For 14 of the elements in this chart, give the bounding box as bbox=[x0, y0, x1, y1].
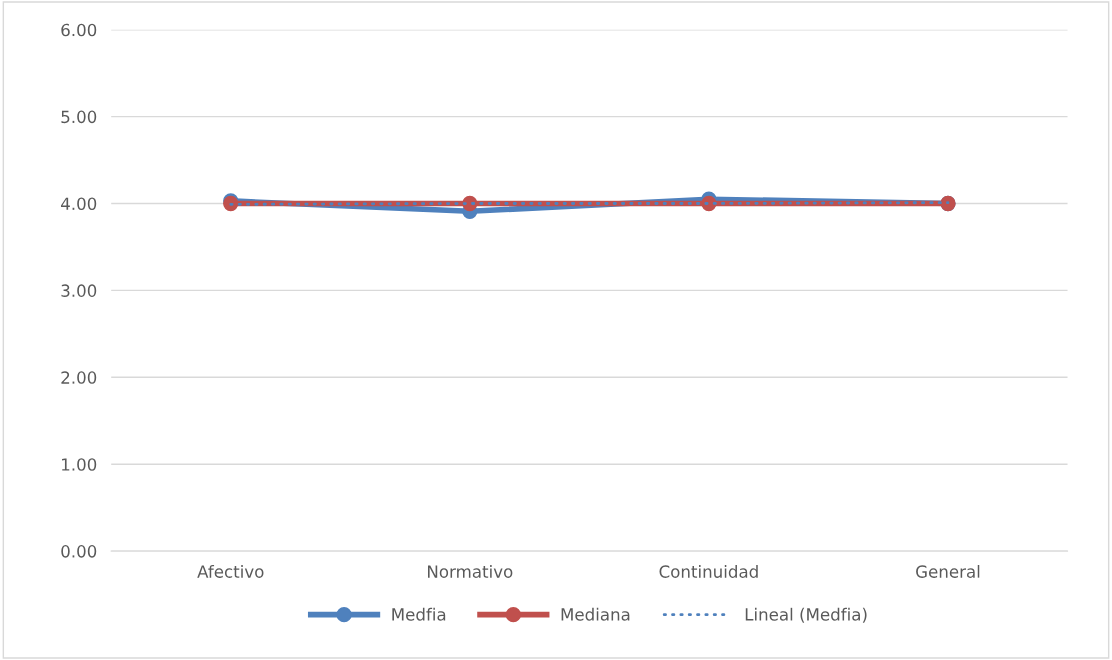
x-tick-label: Normativo bbox=[428, 564, 513, 578]
y-tick-label: 6.00 bbox=[61, 23, 97, 37]
y-tick-label: 5.00 bbox=[61, 110, 97, 124]
x-tick-label: Afectivo bbox=[197, 564, 264, 578]
legend-label: Medfia bbox=[392, 607, 446, 621]
y-tick-label: 4.00 bbox=[61, 197, 97, 211]
legend-label: Mediana bbox=[561, 607, 630, 621]
y-tick-label: 3.00 bbox=[61, 284, 97, 297]
y-tick-label: 2.00 bbox=[61, 371, 97, 384]
x-tick-label: Continuidad bbox=[659, 564, 758, 578]
legend-label: Lineal (Medfia) bbox=[745, 607, 867, 623]
y-tick-label: 1.00 bbox=[62, 458, 97, 471]
x-tick-label: General bbox=[916, 564, 980, 578]
y-tick-label: 0.00 bbox=[61, 545, 97, 558]
